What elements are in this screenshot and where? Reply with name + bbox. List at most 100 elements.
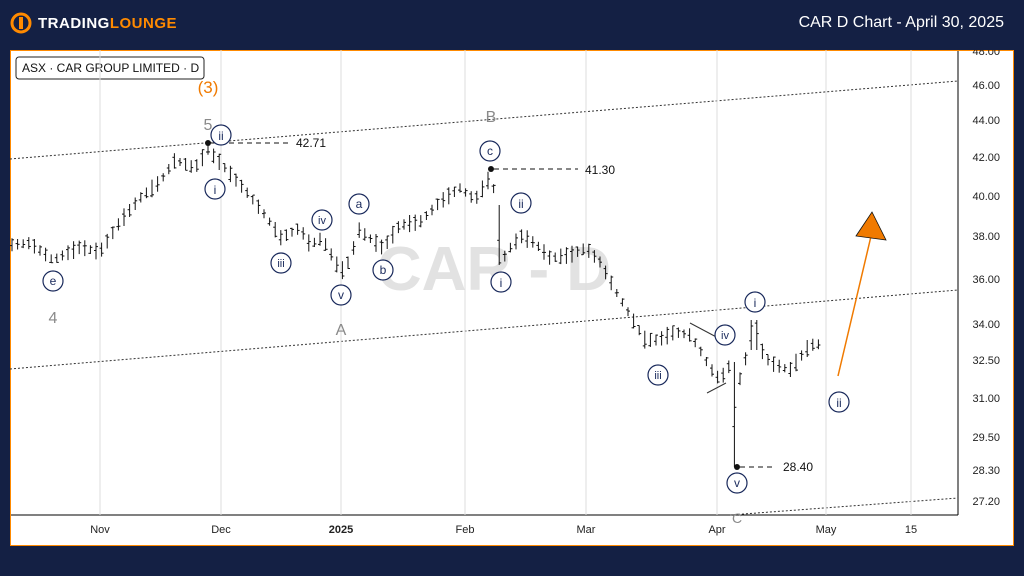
y-tick: 32.50 (972, 355, 1000, 367)
wave-circle-iii-dec: iii (270, 252, 292, 274)
price-level-dot (205, 140, 211, 146)
x-tick: Mar (577, 524, 596, 536)
price-level-dot (488, 166, 494, 172)
wave-circle-label: iii (654, 370, 661, 382)
y-tick: 36.00 (972, 274, 1000, 286)
y-tick: 34.00 (972, 319, 1000, 331)
x-tick: Feb (456, 524, 475, 536)
x-axis-area (10, 515, 958, 546)
wave-circle (490, 271, 512, 293)
wave-circle-ii-dec: ii (210, 124, 232, 146)
wave-circle (330, 284, 352, 306)
wave-circle-label: i (754, 296, 757, 310)
wave-label-5: 5 (204, 117, 213, 134)
x-axis-ticks: Nov Dec 2025 Feb Mar Apr May 15 (90, 524, 917, 536)
wave-label-c: C (732, 510, 742, 526)
logo-icon (10, 12, 32, 34)
wave-circle-label: b (380, 263, 387, 277)
price-level-label: 41.30 (585, 163, 615, 177)
chart-frame: CAR - D ASX · CAR GROUP LIMITED · D 48.0… (9, 46, 1014, 546)
wave-circle (204, 178, 226, 200)
y-tick: 29.50 (972, 432, 1000, 444)
wave-circle-iii-mar: iii (647, 364, 669, 386)
wave-label-4: 4 (49, 310, 58, 327)
plot-area (10, 50, 958, 515)
wave-circle-v-jan: v (330, 284, 352, 306)
frame-border (10, 50, 1014, 546)
y-axis-area (958, 50, 1014, 546)
x-tick: 2025 (329, 524, 353, 536)
y-tick: 48.00 (972, 50, 1000, 58)
wave-circle-label: v (338, 288, 344, 302)
forecast-arrow-line (837, 231, 873, 377)
wave-circle (828, 391, 850, 413)
header: TRADINGLOUNGE CAR D Chart - April 30, 20… (0, 0, 1024, 46)
wave-circle-label: iv (318, 215, 326, 227)
wave-trendline (706, 382, 727, 394)
wave-circle-iv-mar: iv (714, 324, 736, 346)
wave-circle-label: v (734, 476, 740, 490)
wave-circle-c: c (479, 140, 501, 162)
wave-circle-v-apr: v (726, 472, 748, 494)
wave-circle-ii-feb: ii (510, 192, 532, 214)
y-tick: 42.00 (972, 152, 1000, 164)
wave-circle (744, 291, 766, 313)
wave-circle-iv-dec: iv (311, 209, 333, 231)
y-tick: 31.00 (972, 393, 1000, 405)
x-tick: Nov (90, 524, 110, 536)
wave-circle-i-feb: i (490, 271, 512, 293)
wave-circle-label: iii (277, 258, 284, 270)
wave-circle-a: a (348, 193, 370, 215)
wave-label-3: (3) (198, 78, 219, 97)
wave-circle (210, 124, 232, 146)
wave-circle (372, 259, 394, 281)
forecast-arrow-head (855, 211, 887, 241)
wave-circle-label: ii (218, 129, 223, 143)
wave-circle-ii-may: ii (828, 391, 850, 413)
wave-label-a: A (336, 322, 347, 339)
wave-circle-label: iv (721, 330, 729, 342)
wave-circle (348, 193, 370, 215)
channel-upper-line (9, 80, 959, 160)
y-tick: 46.00 (972, 80, 1000, 92)
wave-circle (726, 472, 748, 494)
wave-circle-label: e (50, 274, 57, 288)
wave-circle-label: ii (518, 197, 523, 211)
wave-label-b: B (486, 109, 497, 126)
y-tick: 28.30 (972, 465, 1000, 477)
wave-circle (647, 364, 669, 386)
wave-circle-label: ii (836, 396, 841, 410)
y-tick: 44.00 (972, 115, 1000, 127)
symbol-label: ASX · CAR GROUP LIMITED · D (22, 61, 199, 75)
price-level-dot (734, 464, 740, 470)
y-tick: 40.00 (972, 191, 1000, 203)
wave-circle-e: e (42, 270, 64, 292)
logo-text: TRADINGLOUNGE (38, 14, 177, 32)
wave-circle (311, 209, 333, 231)
x-tick: Apr (708, 524, 725, 536)
wave-circle-label: i (214, 183, 217, 197)
x-tick: 15 (905, 524, 917, 536)
candles (10, 145, 821, 467)
x-gridlines (99, 50, 912, 515)
price-level-label: 42.71 (296, 136, 326, 150)
watermark: CAR - D (377, 235, 611, 304)
price-level-41-30: 41.30 (488, 163, 615, 177)
y-tick: 38.00 (972, 231, 1000, 243)
wave-circle-label: i (500, 276, 503, 290)
wave-circle (479, 140, 501, 162)
x-tick: May (816, 524, 837, 536)
price-level-28-40: 28.40 (734, 460, 813, 474)
wave-circle-i-dec: i (204, 178, 226, 200)
wave-circle-b: b (372, 259, 394, 281)
y-tick: 27.20 (972, 496, 1000, 508)
y-axis-ticks: 48.00 46.00 44.00 42.00 40.00 38.00 36.0… (972, 46, 1000, 508)
wave-circle-label: a (356, 197, 363, 211)
symbol-label-box (15, 56, 205, 80)
wave-circle (714, 324, 736, 346)
wave-circle-i-apr: i (744, 291, 766, 313)
price-level-label: 28.40 (783, 460, 813, 474)
price-chart: CAR - D ASX · CAR GROUP LIMITED · D 48.0… (9, 46, 1014, 546)
chart-title: CAR D Chart - April 30, 2025 (798, 14, 1004, 31)
channel-middle-line (9, 289, 959, 370)
